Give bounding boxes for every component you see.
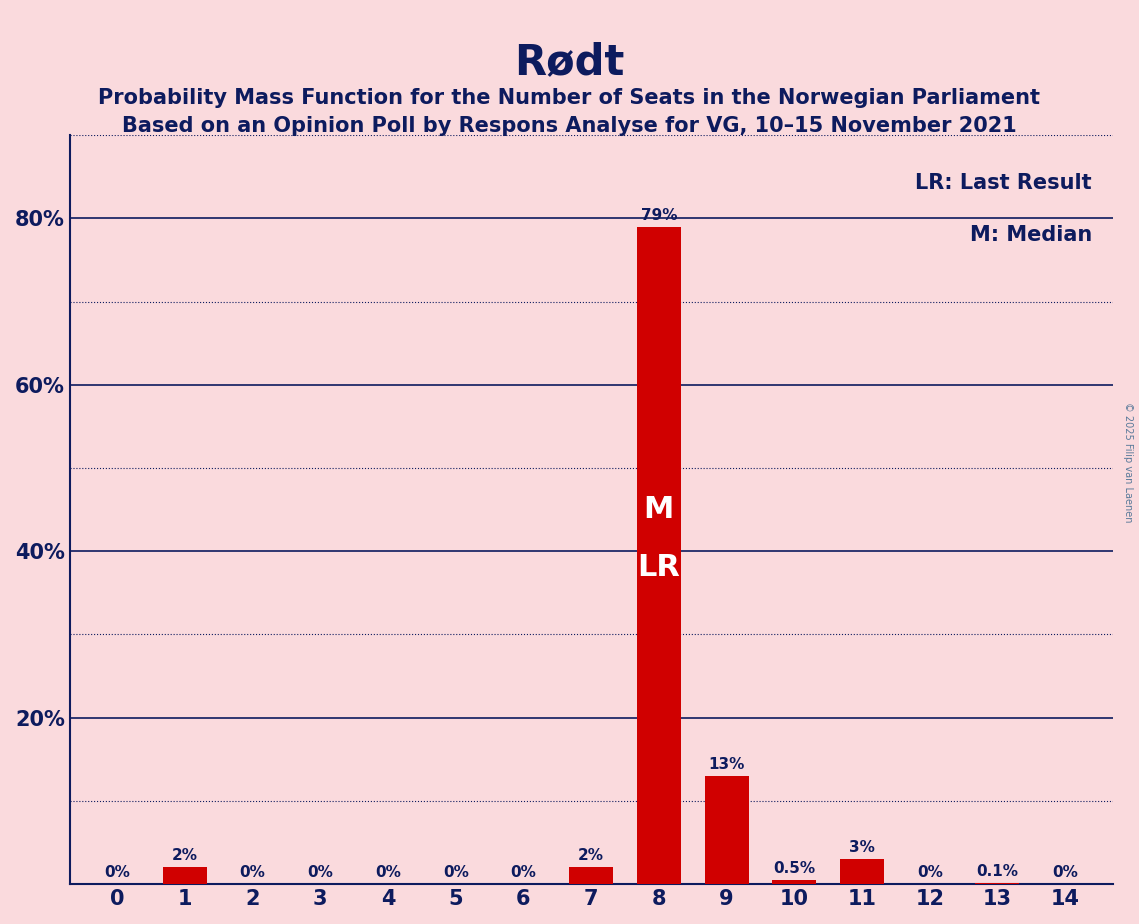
Text: Based on an Opinion Poll by Respons Analyse for VG, 10–15 November 2021: Based on an Opinion Poll by Respons Anal… — [122, 116, 1017, 137]
Text: Probability Mass Function for the Number of Seats in the Norwegian Parliament: Probability Mass Function for the Number… — [98, 88, 1041, 108]
Text: 79%: 79% — [640, 208, 678, 223]
Text: 0%: 0% — [308, 865, 334, 880]
Text: 2%: 2% — [579, 848, 604, 863]
Text: LR: Last Result: LR: Last Result — [915, 173, 1092, 192]
Bar — [570, 868, 613, 884]
Text: 0%: 0% — [510, 865, 536, 880]
Bar — [637, 226, 681, 884]
Text: M: Median: M: Median — [969, 225, 1092, 245]
Text: 0%: 0% — [104, 865, 130, 880]
Text: 0%: 0% — [375, 865, 401, 880]
Text: LR: LR — [638, 553, 680, 582]
Text: 0.5%: 0.5% — [773, 861, 816, 876]
Bar — [705, 776, 748, 884]
Text: 0%: 0% — [1052, 865, 1079, 880]
Text: 0%: 0% — [917, 865, 943, 880]
Text: 0%: 0% — [443, 865, 468, 880]
Text: 0%: 0% — [239, 865, 265, 880]
Text: 3%: 3% — [849, 840, 875, 855]
Text: © 2025 Filip van Laenen: © 2025 Filip van Laenen — [1123, 402, 1133, 522]
Text: 0.1%: 0.1% — [976, 864, 1018, 879]
Bar — [772, 880, 817, 884]
Text: M: M — [644, 495, 674, 524]
Bar — [163, 868, 207, 884]
Text: 13%: 13% — [708, 757, 745, 772]
Text: Rødt: Rødt — [515, 42, 624, 83]
Text: 2%: 2% — [172, 848, 198, 863]
Bar — [841, 859, 884, 884]
